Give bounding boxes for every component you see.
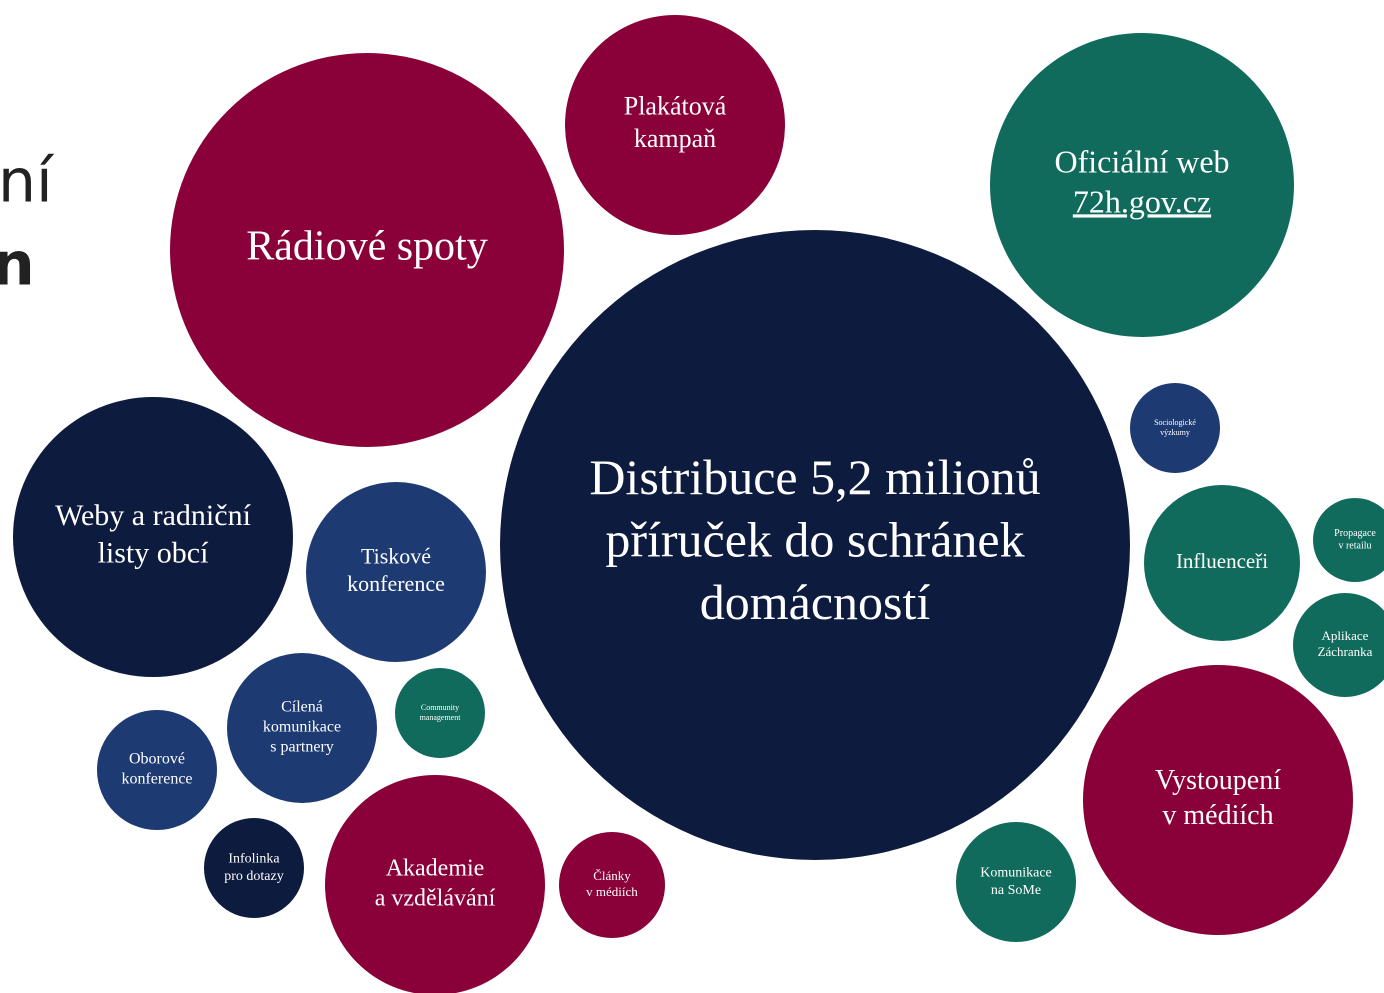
bubble <box>559 832 665 938</box>
bubble-label: na SoMe <box>991 883 1041 898</box>
bubble-label: Záchranka <box>1318 644 1373 659</box>
bubble-label: Rádiové spoty <box>246 224 487 270</box>
cut-heading: n <box>0 230 35 300</box>
bubble <box>956 822 1076 942</box>
bubble <box>13 397 293 677</box>
bubble-label: Články <box>593 868 631 883</box>
bubble-label: s partnery <box>270 739 334 756</box>
bubble <box>204 818 304 918</box>
bubble <box>97 710 217 830</box>
bubble-label: Oborové <box>129 751 185 768</box>
bubble-label: a vzdělávání <box>375 886 496 912</box>
bubble-label: výzkumy <box>1160 428 1190 437</box>
bubble-label: v médiích <box>586 884 638 899</box>
bubble-label: Vystoupení <box>1155 765 1281 796</box>
link[interactable]: 72h.gov.cz <box>1073 183 1211 219</box>
bubble-label: Influenceři <box>1176 549 1268 573</box>
bubble-label: Propagace <box>1334 528 1376 539</box>
bubble <box>325 775 545 993</box>
bubble-label: Oficiální web <box>1054 143 1229 179</box>
bubble <box>170 53 564 447</box>
bubble <box>1293 593 1384 697</box>
bubble-label: domácností <box>700 574 931 630</box>
bubble-label: Plakátová <box>624 92 727 121</box>
bubble-label: v médiích <box>1162 800 1273 831</box>
bubble <box>306 482 486 662</box>
bubble-label: Cílená <box>281 699 323 716</box>
bubble-label: pro dotazy <box>224 869 283 884</box>
bubble-label: Weby a radniční <box>55 499 252 532</box>
bubble <box>395 668 485 758</box>
bubble-label: Infolinka <box>228 851 280 866</box>
bubble-label: kampaň <box>634 124 716 153</box>
bubble <box>1130 383 1220 473</box>
cut-heading: ní <box>0 147 55 217</box>
bubble-label: Distribuce 5,2 milionů <box>589 449 1040 505</box>
bubble <box>565 15 785 235</box>
bubble-label: management <box>420 713 462 722</box>
bubble <box>990 33 1294 337</box>
bubble <box>227 653 377 803</box>
bubble-label: Aplikace <box>1322 628 1369 643</box>
bubble-label: Tiskové <box>361 543 431 568</box>
bubble <box>1144 485 1300 641</box>
bubble-label: Community <box>421 703 459 712</box>
bubble-label: konference <box>121 771 192 788</box>
bubble <box>500 230 1130 860</box>
bubble <box>1313 498 1384 582</box>
bubble-label: v retailu <box>1338 541 1371 552</box>
bubble-label: listy obcí <box>98 537 209 570</box>
bubble <box>1083 665 1353 935</box>
bubble-label: Akademie <box>386 856 485 882</box>
bubble-label: příruček do schránek <box>605 511 1024 567</box>
bubble-label: Komunikace <box>980 865 1052 880</box>
bubble-label: komunikace <box>263 719 341 736</box>
bubble-label: Sociologické <box>1154 418 1196 427</box>
bubble-label: konference <box>347 571 445 596</box>
